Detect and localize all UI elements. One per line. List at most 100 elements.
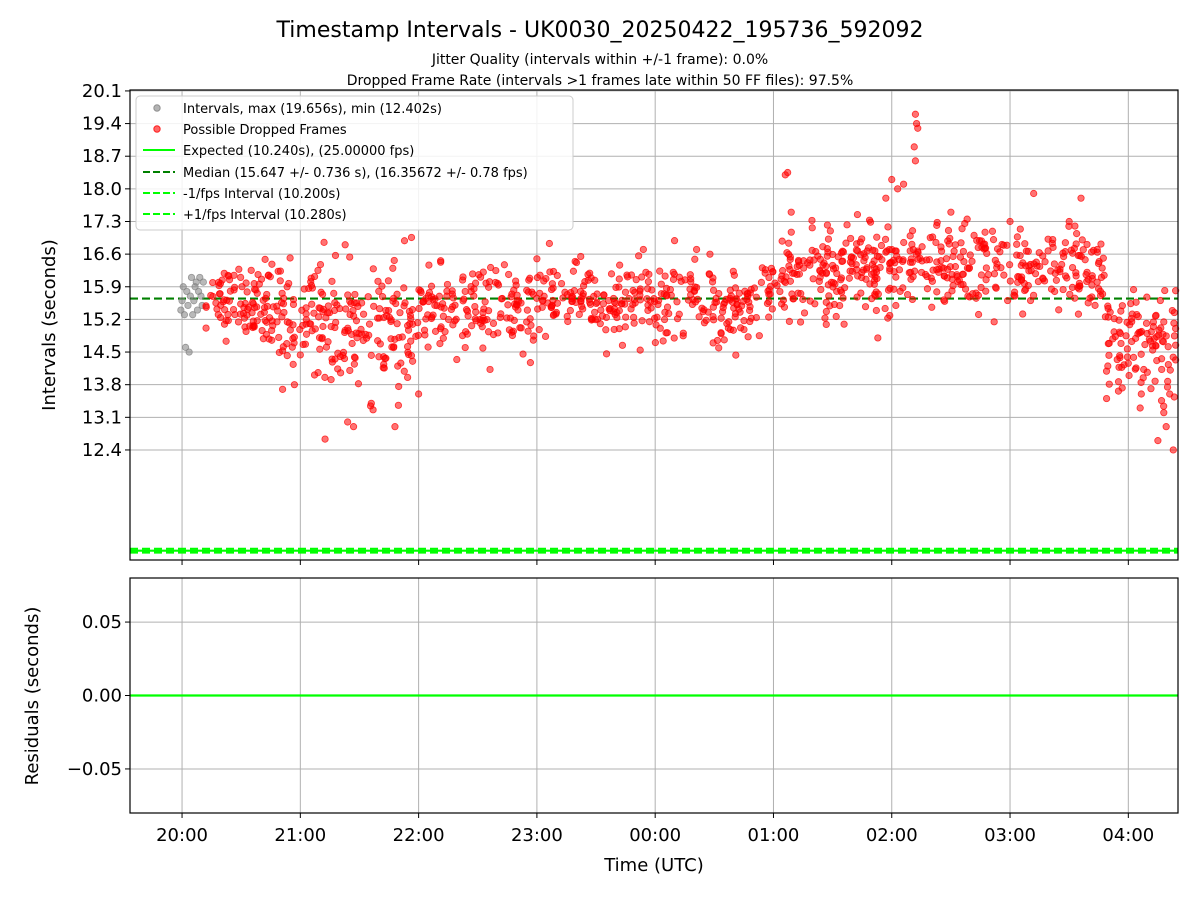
dropped-frame-point [635, 252, 643, 260]
dropped-frame-point [958, 270, 967, 278]
dropped-frame-point [882, 194, 890, 202]
dropped-frame-point [318, 335, 326, 343]
dropped-frame-point [584, 271, 592, 279]
dropped-frame-point [871, 247, 879, 255]
dropped-frame-point [321, 435, 329, 443]
dropped-frame-point [344, 324, 352, 332]
dropped-frame-point [367, 399, 375, 407]
dropped-frame-point [1017, 276, 1026, 284]
dropped-frame-point [254, 270, 262, 279]
dropped-frame-point [1076, 251, 1084, 260]
dropped-frame-point [809, 275, 817, 283]
dropped-frame-point [615, 275, 623, 283]
dropped-frame-point [536, 271, 544, 279]
dropped-frame-point [1058, 260, 1066, 269]
dropped-frame-point [529, 336, 537, 344]
dropped-frame-point [308, 300, 316, 308]
legend-dropped-marker [153, 125, 161, 133]
dropped-frame-point [260, 308, 268, 316]
dropped-frame-point [1069, 249, 1077, 257]
top-y-tick-label: 13.1 [82, 407, 122, 428]
interval-point [190, 297, 198, 305]
dropped-frame-point [811, 300, 819, 308]
dropped-frame-point [1022, 247, 1030, 255]
dropped-frame-point [444, 315, 453, 324]
dropped-frame-point [1160, 318, 1168, 326]
x-tick-label: 03:00 [984, 825, 1036, 846]
dropped-frame-point [1021, 240, 1029, 248]
dropped-frame-point [315, 304, 323, 312]
dropped-frame-point [437, 303, 445, 311]
dropped-frame-point [479, 344, 487, 352]
interval-point [183, 287, 191, 296]
dropped-frame-point [800, 309, 809, 317]
dropped-frame-point [670, 237, 679, 245]
dropped-frame-point [1081, 256, 1089, 264]
dropped-frame-point [921, 270, 930, 279]
dropped-frame-point [616, 261, 624, 269]
dropped-frame-point [743, 290, 751, 298]
dropped-frame-point [709, 303, 717, 311]
dropped-frame-point [1088, 272, 1096, 280]
dropped-frame-point [822, 262, 830, 270]
top-y-tick-label: 12.4 [82, 440, 122, 461]
top-reference-lines [130, 297, 1178, 554]
dropped-frame-point [1137, 390, 1145, 398]
dropped-frame-point [461, 343, 469, 352]
dropped-frame-point [396, 309, 404, 317]
dropped-frame-point [1025, 267, 1033, 275]
dropped-frame-point [663, 303, 672, 311]
dropped-frame-point [1013, 233, 1021, 241]
dropped-frame-point [1102, 394, 1111, 403]
dropped-frame-point [324, 302, 332, 310]
dropped-frame-point [704, 308, 712, 316]
dropped-frame-point [407, 233, 416, 242]
dropped-frame-point [500, 261, 508, 269]
top-y-tick-label: 15.9 [82, 277, 122, 298]
dropped-frame-point [765, 273, 773, 282]
dropped-frame-point [652, 321, 660, 329]
dropped-frame-point [944, 226, 953, 235]
dropped-frame-point [443, 292, 451, 300]
dropped-frame-point [461, 287, 469, 296]
dropped-frame-point [563, 312, 571, 320]
dropped-frame-point [480, 305, 488, 313]
dropped-frame-point [824, 235, 833, 243]
top-axis-ticks: 12.4 13.1 13.8 14.5 15.2 15.9 16.6 17.3 18.0 18.7… [82, 81, 1129, 565]
dropped-frame-point [263, 302, 271, 310]
dropped-frame-point [958, 225, 966, 233]
dropped-frame-point [1022, 285, 1030, 293]
legend-intervals-marker [153, 104, 161, 112]
dropped-frame-point [720, 336, 728, 344]
dropped-frame-point [451, 317, 459, 325]
dropped-frame-point [923, 285, 932, 293]
dropped-frame-point [1044, 235, 1052, 243]
dropped-frame-point [852, 246, 861, 254]
dropped-frame-point [894, 185, 902, 193]
dropped-frame-point [942, 255, 951, 263]
dropped-frame-point [766, 290, 774, 298]
dropped-frame-point [1152, 311, 1160, 319]
dropped-frame-point [404, 373, 412, 382]
dropped-frame-point [705, 270, 714, 279]
dropped-frame-point [491, 278, 500, 287]
dropped-frame-point [310, 272, 319, 281]
dropped-frame-point [1072, 240, 1080, 248]
dropped-frame-point [990, 270, 999, 278]
dropped-frame-point [1105, 339, 1113, 347]
dropped-frame-point [568, 293, 577, 301]
dropped-frame-point [1172, 287, 1180, 295]
dropped-frame-point [283, 352, 291, 360]
dropped-frame-point [911, 110, 920, 118]
interval-point [178, 297, 186, 305]
dropped-frame-point [401, 299, 409, 307]
dropped-frame-point [341, 241, 349, 249]
dropped-frame-point [231, 310, 239, 319]
dropped-frame-point [1041, 258, 1049, 266]
dropped-frame-point [535, 326, 543, 334]
dropped-frame-point [1066, 290, 1074, 298]
dropped-frame-point [1030, 189, 1038, 198]
dropped-frame-point [503, 314, 511, 322]
dropped-frame-point [404, 350, 413, 359]
dropped-frame-point [331, 251, 340, 260]
